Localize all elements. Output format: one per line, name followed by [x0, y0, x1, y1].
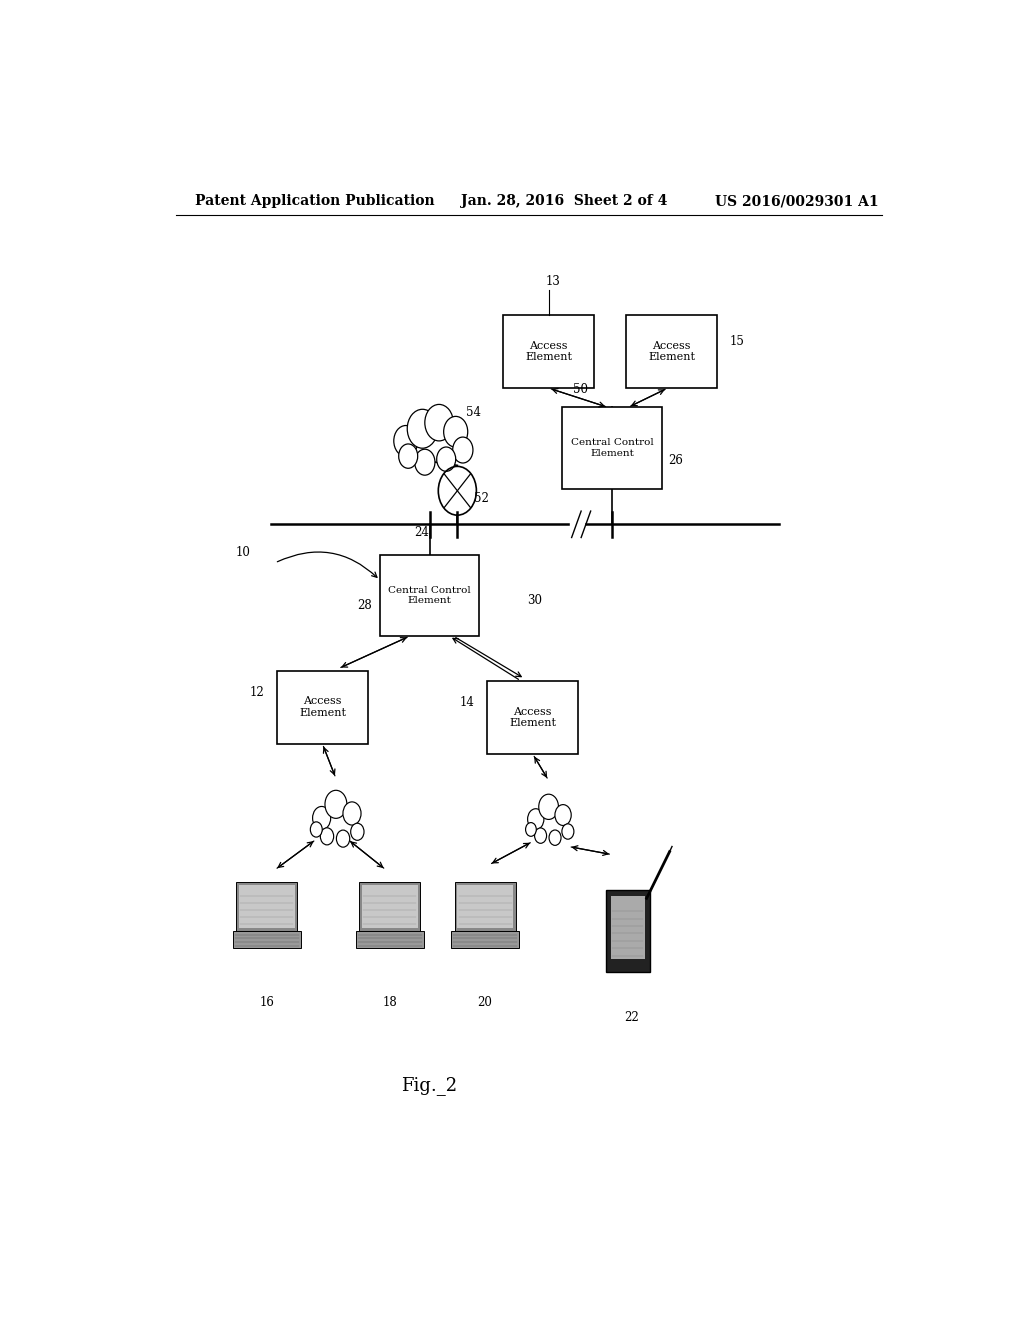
Text: Central Control
Element: Central Control Element	[388, 586, 471, 605]
Circle shape	[415, 449, 435, 475]
FancyBboxPatch shape	[455, 882, 516, 931]
Text: 20: 20	[477, 995, 493, 1008]
Circle shape	[562, 824, 573, 840]
Circle shape	[436, 447, 456, 471]
Text: 10: 10	[236, 546, 251, 560]
Text: Fig._2: Fig._2	[401, 1076, 458, 1094]
Text: Access
Element: Access Element	[648, 341, 695, 362]
FancyBboxPatch shape	[232, 931, 301, 948]
Text: Access
Element: Access Element	[299, 697, 346, 718]
Text: 28: 28	[356, 599, 372, 612]
Circle shape	[453, 437, 473, 463]
FancyBboxPatch shape	[380, 554, 479, 636]
FancyBboxPatch shape	[276, 671, 368, 744]
FancyBboxPatch shape	[355, 931, 424, 948]
Text: 18: 18	[383, 995, 397, 1008]
FancyBboxPatch shape	[237, 882, 297, 931]
Circle shape	[350, 824, 364, 841]
FancyBboxPatch shape	[451, 931, 519, 948]
Circle shape	[343, 801, 361, 825]
Text: US 2016/0029301 A1: US 2016/0029301 A1	[715, 194, 879, 209]
FancyBboxPatch shape	[503, 315, 594, 388]
Circle shape	[525, 822, 537, 837]
FancyBboxPatch shape	[606, 890, 650, 972]
Circle shape	[408, 409, 437, 449]
Text: 16: 16	[259, 995, 274, 1008]
Circle shape	[549, 830, 561, 845]
Circle shape	[321, 828, 334, 845]
Circle shape	[555, 805, 571, 825]
FancyBboxPatch shape	[457, 886, 513, 928]
Text: 54: 54	[466, 407, 480, 418]
Circle shape	[325, 791, 347, 818]
Circle shape	[394, 425, 418, 457]
Polygon shape	[570, 510, 585, 539]
Circle shape	[425, 404, 454, 441]
Text: 52: 52	[474, 492, 488, 506]
FancyBboxPatch shape	[487, 681, 579, 754]
FancyBboxPatch shape	[239, 886, 295, 928]
Circle shape	[312, 807, 331, 830]
Circle shape	[398, 444, 418, 469]
Text: 15: 15	[730, 335, 744, 348]
Text: Central Control
Element: Central Control Element	[570, 438, 653, 458]
Circle shape	[527, 809, 544, 829]
Circle shape	[337, 830, 350, 847]
Text: 14: 14	[460, 696, 475, 709]
Text: 24: 24	[414, 525, 429, 539]
Text: Jan. 28, 2016  Sheet 2 of 4: Jan. 28, 2016 Sheet 2 of 4	[461, 194, 668, 209]
Text: Patent Application Publication: Patent Application Publication	[196, 194, 435, 209]
Text: 26: 26	[669, 454, 683, 467]
Text: 50: 50	[572, 383, 588, 396]
FancyBboxPatch shape	[562, 408, 662, 488]
FancyBboxPatch shape	[611, 896, 645, 960]
FancyBboxPatch shape	[626, 315, 717, 388]
Circle shape	[443, 416, 468, 447]
Text: 22: 22	[625, 1011, 639, 1024]
FancyBboxPatch shape	[361, 886, 418, 928]
Text: Access
Element: Access Element	[525, 341, 572, 362]
Circle shape	[535, 828, 547, 843]
Text: 13: 13	[545, 275, 560, 288]
Circle shape	[539, 795, 558, 820]
Circle shape	[310, 822, 323, 837]
Text: 30: 30	[527, 594, 543, 607]
FancyBboxPatch shape	[359, 882, 421, 931]
Text: 12: 12	[250, 685, 264, 698]
Text: Access
Element: Access Element	[509, 706, 556, 729]
